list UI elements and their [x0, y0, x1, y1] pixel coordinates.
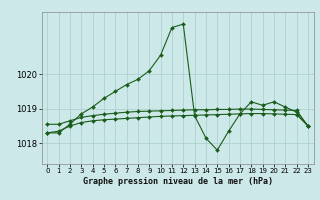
X-axis label: Graphe pression niveau de la mer (hPa): Graphe pression niveau de la mer (hPa) [83, 177, 273, 186]
